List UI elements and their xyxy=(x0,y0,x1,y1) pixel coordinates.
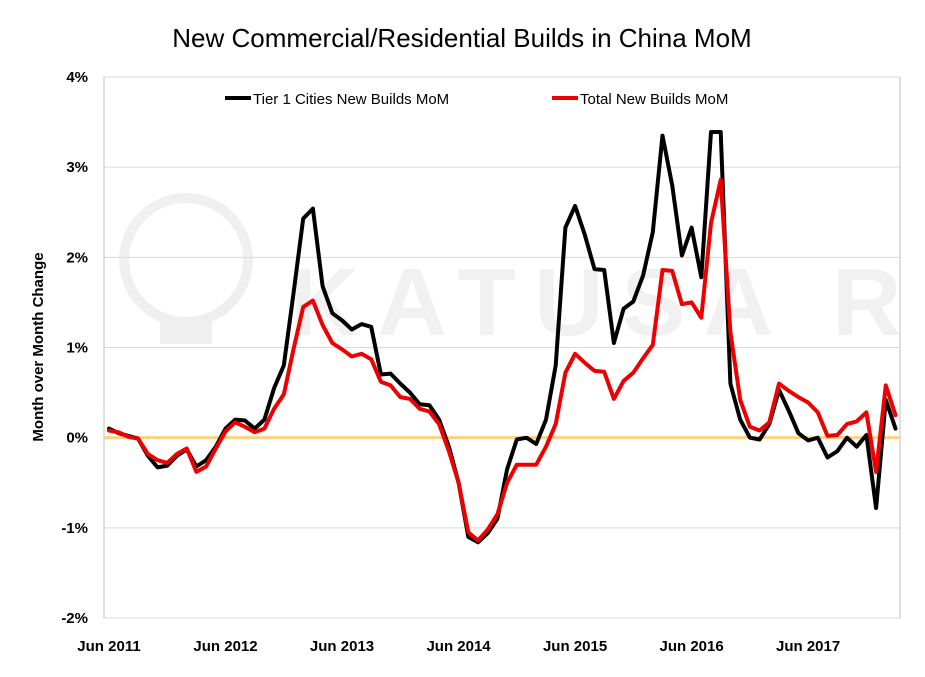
y-tick-label: 2% xyxy=(66,249,88,266)
x-tick-label: Jun 2011 xyxy=(77,638,140,655)
x-tick-label: Jun 2015 xyxy=(543,638,607,655)
series-line-total xyxy=(107,177,898,543)
legend: Tier 1 Cities New Builds MoM Total New B… xyxy=(225,91,728,108)
y-tick-label: 3% xyxy=(66,159,88,176)
y-axis-ticks: 4% 3% 2% 1% 0% -1% -2% xyxy=(61,69,88,627)
x-tick-label: Jun 2012 xyxy=(193,638,257,655)
y-tick-label: 0% xyxy=(66,430,88,447)
y-tick-label: 1% xyxy=(66,340,88,357)
x-tick-label: Jun 2016 xyxy=(659,638,723,655)
x-axis-ticks: Jun 2011 Jun 2012 Jun 2013 Jun 2014 Jun 2015… xyxy=(77,638,840,655)
y-tick-label: -1% xyxy=(61,520,88,537)
watermark-bulb-icon xyxy=(119,193,253,327)
x-tick-label: Jun 2017 xyxy=(776,638,840,655)
series-group xyxy=(107,130,898,545)
legend-label-total: Total New Builds MoM xyxy=(580,91,728,108)
x-tick-label: Jun 2013 xyxy=(310,638,374,655)
legend-label-tier1: Tier 1 Cities New Builds MoM xyxy=(253,91,449,108)
watermark-bulb-base xyxy=(160,318,212,344)
x-tick-label: Jun 2014 xyxy=(426,638,491,655)
gridlines xyxy=(104,76,900,619)
y-tick-label: -2% xyxy=(61,610,88,627)
y-tick-label: 4% xyxy=(66,69,88,86)
watermark-logo xyxy=(119,193,253,344)
chart-title: New Commercial/Residential Builds in Chi… xyxy=(172,23,751,53)
y-axis-label: Month over Month Change xyxy=(30,252,47,441)
